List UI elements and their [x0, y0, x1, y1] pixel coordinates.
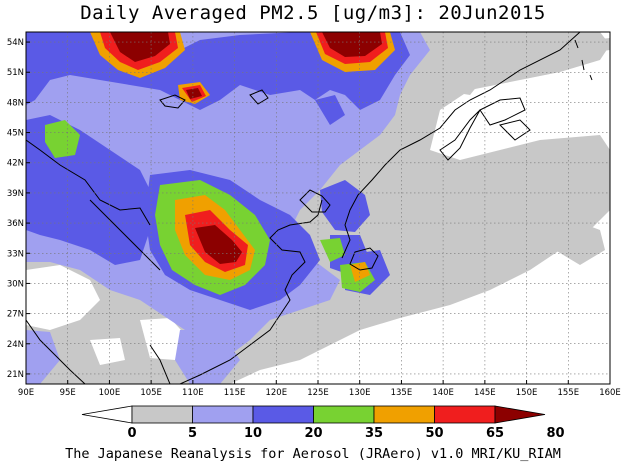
lon-tick-label: 90E — [18, 388, 34, 398]
colorbar-over-triangle — [494, 405, 546, 424]
colorbar-swatch — [252, 405, 314, 424]
lon-tick-label: 160E — [599, 388, 621, 398]
colorbar-level-label: 0 — [127, 426, 136, 441]
page-title: Daily Averaged PM2.5 [ug/m3]: 20Jun2015 — [80, 2, 546, 24]
latitude-labels: 21N 24N 27N 30N 33N 36N 39N 42N 45N 48N 51N 54N — [7, 38, 24, 380]
colorbar-swatch — [434, 405, 496, 424]
colorbar-level-label: 50 — [425, 426, 443, 441]
lon-tick-label: 140E — [432, 388, 454, 398]
colorbar-level-label: 80 — [546, 426, 564, 441]
lat-tick-label: 30N — [7, 279, 24, 289]
contour-80-plus — [195, 225, 242, 264]
lon-tick-label: 125E — [307, 388, 329, 398]
lon-tick-label: 130E — [349, 388, 371, 398]
colorbar-level-label: 35 — [365, 426, 383, 441]
colorbar-swatch — [131, 405, 193, 424]
colorbar-level-label: 20 — [304, 426, 322, 441]
lat-tick-label: 27N — [7, 310, 24, 320]
lon-tick-label: 115E — [224, 388, 246, 398]
footer-caption: The Japanese Reanalysis for Aerosol (JRA… — [65, 446, 561, 462]
lat-tick-label: 48N — [7, 98, 24, 108]
lon-tick-label: 100E — [99, 388, 121, 398]
colorbar-level-label: 10 — [244, 426, 262, 441]
coastlines — [26, 32, 593, 384]
lon-tick-label: 95E — [60, 388, 76, 398]
lat-tick-label: 54N — [7, 38, 24, 48]
lat-tick-label: 51N — [7, 68, 24, 78]
lat-tick-label: 33N — [7, 249, 24, 259]
lon-tick-label: 145E — [474, 388, 496, 398]
lon-tick-label: 120E — [265, 388, 287, 398]
lat-tick-label: 21N — [7, 370, 24, 380]
graticule — [26, 32, 610, 384]
colorbar-swatch — [313, 405, 375, 424]
colorbar-under-triangle — [81, 405, 133, 424]
lon-tick-label: 150E — [516, 388, 538, 398]
lon-tick-label: 135E — [391, 388, 413, 398]
colorbar-level-label: 65 — [486, 426, 504, 441]
lon-tick-label: 110E — [182, 388, 204, 398]
lat-tick-label: 42N — [7, 159, 24, 169]
colorbar: 0 5 10 20 35 50 65 80 — [81, 405, 565, 441]
lon-tick-label: 105E — [140, 388, 162, 398]
colorbar-swatch — [192, 405, 254, 424]
lon-tick-label: 155E — [557, 388, 579, 398]
pm25-field — [26, 32, 610, 384]
contour-20-35 — [26, 32, 410, 110]
lat-tick-label: 24N — [7, 340, 24, 350]
colorbar-level-label: 5 — [188, 426, 197, 441]
colorbar-swatch — [373, 405, 435, 424]
lat-tick-label: 39N — [7, 189, 24, 199]
lat-tick-label: 45N — [7, 129, 24, 139]
longitude-labels: 90E 95E 100E 105E 110E 115E 120E 125E 130E 135E 14… — [18, 388, 621, 398]
lat-tick-label: 36N — [7, 219, 24, 229]
tick-marks — [25, 41, 611, 384]
